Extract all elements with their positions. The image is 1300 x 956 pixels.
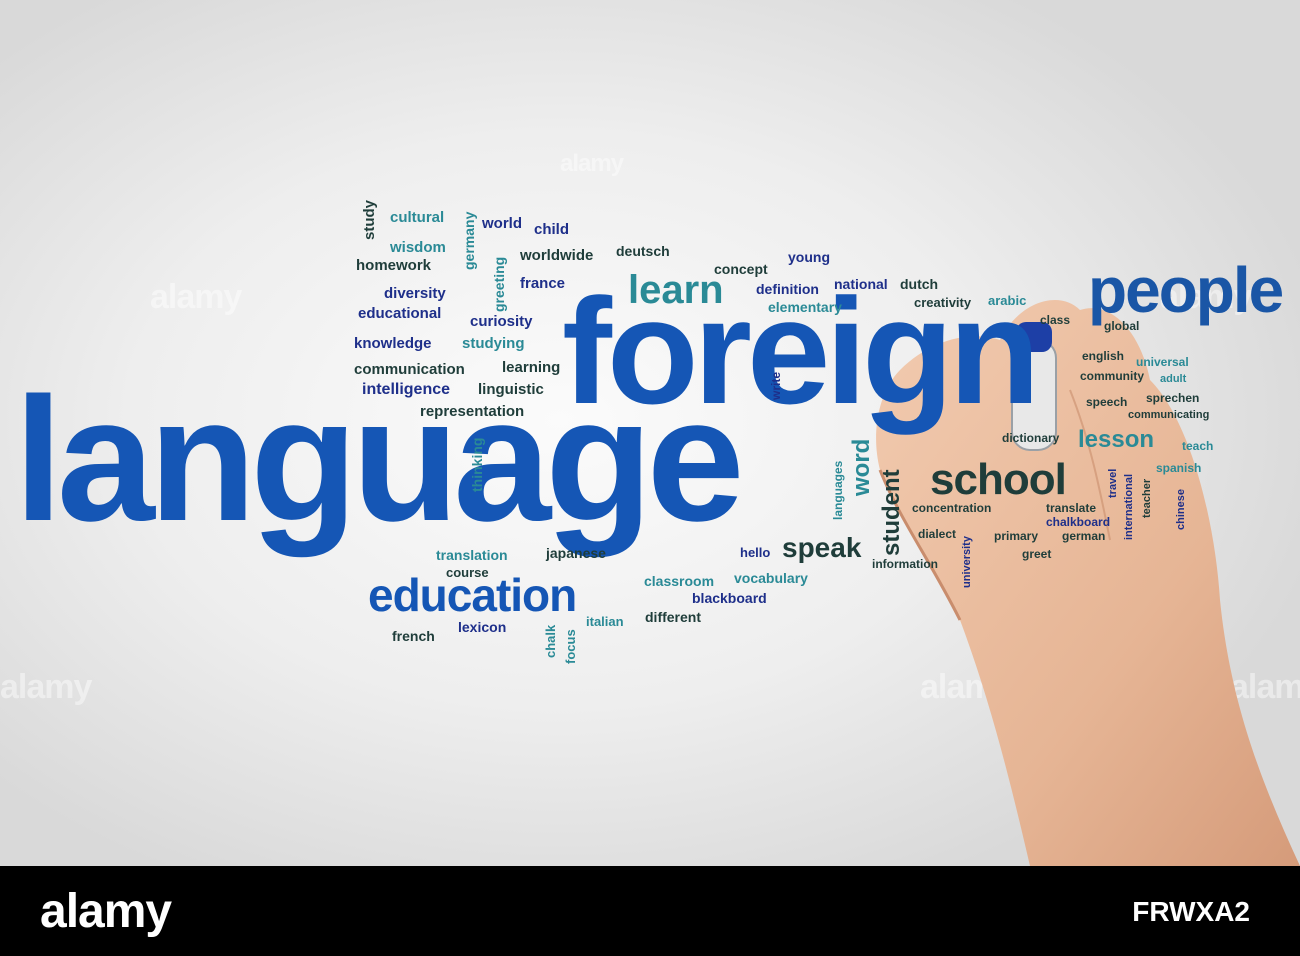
word-people: people [1088,254,1284,326]
word-arabic: arabic [988,293,1027,308]
word-course: course [446,565,489,580]
word-child: child [534,221,570,238]
word-travel: travel [1107,468,1119,498]
word-representation: representation [420,403,525,420]
word-student: student [878,469,905,556]
word-global: global [1104,319,1140,333]
word-different: different [645,609,701,625]
word-intelligence: intelligence [362,381,451,398]
word-translation: translation [436,547,508,563]
word-dictionary: dictionary [1002,431,1060,445]
watermark: alamy [1230,668,1300,706]
word-educational: educational [358,305,442,322]
word-communicating: communicating [1128,409,1210,421]
word-spanish: spanish [1156,461,1202,475]
word-teacher: teacher [1141,478,1153,518]
word-french: french [392,628,435,644]
word-communication: communication [354,361,465,378]
word-dialect: dialect [918,527,957,541]
word-hello: hello [740,545,771,560]
alamy-logo: alamy [40,885,172,938]
word-write: write [769,371,783,400]
word-teach: teach [1182,439,1214,453]
word-german: german [1062,529,1106,543]
word-education: education [368,569,577,621]
word-university: university [961,536,973,588]
word-concept: concept [714,261,768,277]
word-definition: definition [756,281,819,297]
stock-image-id: FRWXA2 [1132,896,1250,927]
word-blackboard: blackboard [692,590,767,606]
word-cultural: cultural [390,209,445,226]
word-learn: learn [628,268,724,312]
word-world: world [482,215,522,232]
word-language: language [14,362,745,558]
word-learning: learning [502,359,561,376]
word-universal: universal [1136,355,1189,369]
word-elementary: elementary [768,299,842,315]
word-chinese: chinese [1175,489,1187,530]
word-languages: languages [831,460,845,520]
word-knowledge: knowledge [354,335,432,352]
word-diversity: diversity [384,285,446,302]
word-class: class [1040,313,1071,327]
word-germany: germany [461,211,477,270]
watermark: alamy [1160,278,1252,316]
word-greeting: greeting [491,256,507,312]
word-school: school [930,455,1067,504]
word-italian: italian [586,614,624,629]
word-lexicon: lexicon [458,619,507,635]
word-wisdom: wisdom [390,239,446,256]
word-community: community [1080,369,1145,383]
word-chalkboard: chalkboard [1046,515,1111,529]
word-worldwide: worldwide [520,247,594,264]
watermark: alamy [150,278,242,316]
word-concentration: concentration [912,501,992,515]
word-information: information [872,557,938,571]
word-focus: focus [563,629,578,664]
word-english: english [1082,349,1125,363]
word-studying: studying [462,335,525,352]
word-chalk: chalk [543,624,558,658]
word-deutsch: deutsch [616,243,670,259]
word-lesson: lesson [1078,426,1155,453]
word-national: national [834,276,888,292]
word-curiosity: curiosity [470,313,533,330]
word-creativity: creativity [914,295,972,310]
word-study: study [361,199,378,240]
word-translate: translate [1046,501,1097,515]
watermark: alamy [560,150,624,177]
word-word: word [848,438,875,496]
word-linguistic: linguistic [478,381,544,398]
word-classroom: classroom [644,573,715,589]
watermark: alamy [0,668,92,706]
word-greet: greet [1022,547,1052,561]
word-dutch: dutch [900,276,939,292]
word-vocabulary: vocabulary [734,570,808,586]
word-france: france [520,275,566,292]
word-speak: speak [782,532,862,563]
watermark-footer-bar: alamy FRWXA2 [0,866,1300,956]
hand-holding-marker-image [876,300,1300,866]
word-primary: primary [994,529,1039,543]
word-cloud-photo: alamy alamy alamy alamy alamy alamy lang… [0,0,1300,866]
word-international: international [1123,473,1135,540]
word-speech: speech [1086,395,1128,409]
word-foreign: foreign [562,267,1040,435]
word-adult: adult [1160,373,1187,385]
word-homework: homework [356,257,432,274]
word-young: young [788,249,830,265]
word-thinking: thinking [469,437,485,492]
word-sprechen: sprechen [1146,391,1200,405]
word-japanese: japanese [546,545,606,561]
